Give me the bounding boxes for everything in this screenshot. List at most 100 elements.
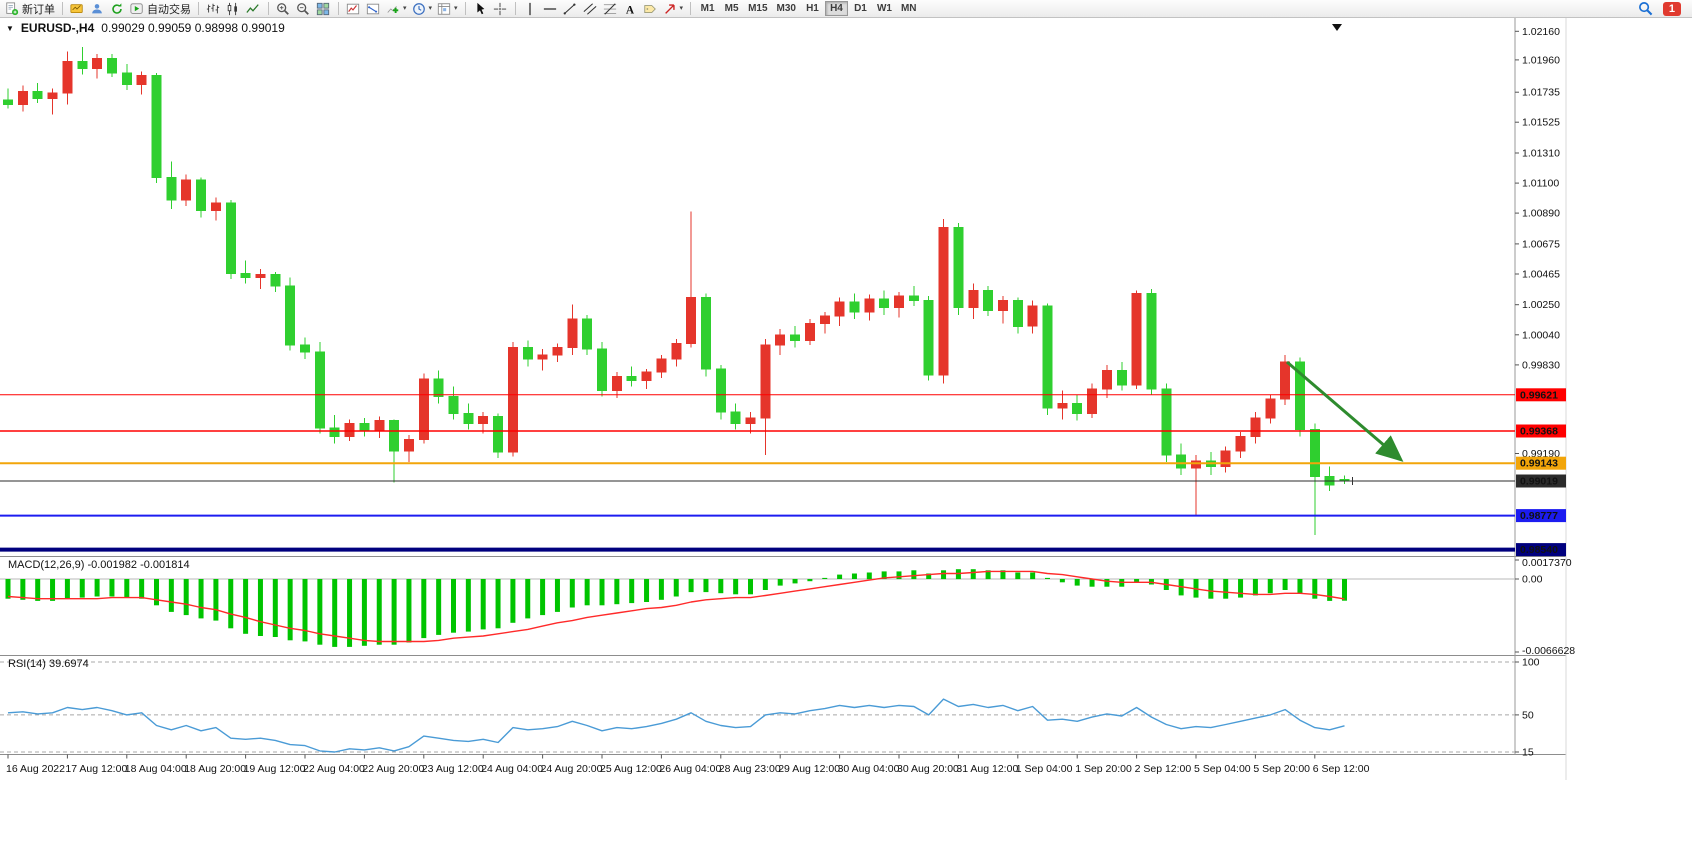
svg-text:24 Aug 04:00: 24 Aug 04:00 (481, 763, 543, 775)
objects-list-icon (366, 3, 380, 14)
svg-text:0.99621: 0.99621 (1520, 389, 1558, 401)
templates-icon (437, 2, 451, 15)
new-chart-button[interactable] (68, 1, 87, 17)
timeframe-m5-button[interactable]: M5 (720, 1, 743, 16)
svg-text:25 Aug 12:00: 25 Aug 12:00 (600, 763, 662, 775)
tile-windows-icon (316, 2, 330, 15)
chart-header: ▼ EURUSD-,H4 0.99029 0.99059 0.98998 0.9… (6, 21, 285, 35)
cursor-tool-button[interactable] (471, 1, 490, 17)
timeframe-m1-button[interactable]: M1 (696, 1, 719, 16)
svg-text:22 Aug 20:00: 22 Aug 20:00 (362, 763, 424, 775)
last-price-marker (1348, 477, 1357, 485)
arrows-icon (664, 3, 675, 14)
tile-windows-button[interactable] (314, 1, 333, 17)
svg-text:26 Aug 04:00: 26 Aug 04:00 (659, 763, 721, 775)
refresh-icon (112, 2, 122, 14)
rsi-indicator-label: RSI(14) 39.6974 (8, 658, 89, 670)
svg-text:24 Aug 20:00: 24 Aug 20:00 (541, 763, 603, 775)
arrows-tool-button[interactable]: ▾ (661, 1, 686, 17)
trendline-icon (563, 2, 576, 15)
indicators-icon (346, 3, 360, 14)
svg-text:1.01310: 1.01310 (1522, 148, 1560, 160)
trendline-tool-button[interactable] (561, 1, 580, 17)
svg-text:31 Aug 12:00: 31 Aug 12:00 (956, 763, 1018, 775)
dropdown-caret-icon: ▾ (428, 5, 433, 12)
templates-button[interactable]: ▾ (435, 1, 460, 17)
svg-text:18 Aug 20:00: 18 Aug 20:00 (184, 763, 246, 775)
chart-canvas[interactable]: 1.02160 1.01960 1.01735 1.01525 1.01310 1.011… (0, 18, 1692, 845)
zoom-in-button[interactable] (274, 1, 293, 17)
svg-text:22 Aug 04:00: 22 Aug 04:00 (303, 763, 365, 775)
bar-chart-button[interactable] (204, 1, 223, 17)
candlestick-series (3, 47, 1350, 536)
svg-text:2 Sep 12:00: 2 Sep 12:00 (1135, 763, 1192, 775)
zoom-in-icon (277, 2, 289, 15)
price-badge-0.99621: 0.99621 (1516, 388, 1566, 402)
objects-list-button[interactable] (364, 1, 383, 17)
svg-text:0.98540: 0.98540 (1520, 544, 1558, 556)
svg-text:0.99368: 0.99368 (1520, 426, 1558, 438)
search-button[interactable] (1636, 1, 1655, 17)
bar-chart-icon (206, 3, 220, 13)
toolbar-separator (514, 2, 516, 15)
text-tool-button[interactable]: A (621, 1, 640, 17)
crosshair-tool-button[interactable] (491, 1, 510, 17)
label-tool-button[interactable] (641, 1, 660, 17)
add-indicator-icon (387, 5, 399, 13)
vertical-line-tool-button[interactable] (521, 1, 540, 17)
fibonacci-tool-button[interactable] (601, 1, 620, 17)
svg-text:1.00890: 1.00890 (1522, 208, 1560, 220)
svg-text:28 Aug 23:00: 28 Aug 23:00 (719, 763, 781, 775)
svg-text:0.99019: 0.99019 (1520, 476, 1558, 488)
toolbar-separator (198, 2, 199, 15)
svg-text:1 Sep 20:00: 1 Sep 20:00 (1075, 763, 1132, 775)
price-axis: 1.02160 1.01960 1.01735 1.01525 1.01310 1.011… (1515, 26, 1566, 557)
timeframe-h4-button[interactable]: H4 (824, 1, 848, 16)
channel-tool-button[interactable] (581, 1, 600, 17)
svg-text:1.00040: 1.00040 (1522, 329, 1560, 341)
timeframe-m15-button[interactable]: M15 (744, 1, 771, 16)
timeframe-m30-button[interactable]: M30 (773, 1, 800, 16)
time-marker-triangle (1332, 24, 1342, 31)
zoom-out-button[interactable] (294, 1, 313, 17)
label-icon (643, 4, 656, 13)
new-order-button[interactable]: 新订单 (3, 1, 57, 17)
svg-text:5 Sep 04:00: 5 Sep 04:00 (1194, 763, 1251, 775)
symbol-label: EURUSD-,H4 (20, 21, 95, 35)
refresh-button[interactable] (108, 1, 127, 17)
svg-text:100: 100 (1522, 657, 1540, 669)
svg-text:1.01100: 1.01100 (1522, 178, 1559, 190)
autotrading-button[interactable]: 自动交易 (128, 1, 193, 17)
svg-text:0.99830: 0.99830 (1522, 359, 1560, 371)
periods-button[interactable]: ▾ (410, 1, 435, 17)
svg-text:18 Aug 04:00: 18 Aug 04:00 (125, 763, 187, 775)
timeframe-mn-button[interactable]: MN (897, 1, 921, 16)
timeframe-d1-button[interactable]: D1 (849, 1, 872, 16)
text-icon: A (625, 4, 634, 16)
svg-text:0.99143: 0.99143 (1520, 458, 1558, 470)
line-chart-button[interactable] (244, 1, 263, 17)
toolbar-separator (464, 2, 466, 15)
svg-text:1.00465: 1.00465 (1522, 269, 1560, 281)
collapse-icon[interactable]: ▼ (6, 24, 14, 33)
svg-text:1.01735: 1.01735 (1522, 87, 1560, 99)
svg-text:-0.0066628: -0.0066628 (1522, 645, 1575, 657)
chart-window: 1.02160 1.01960 1.01735 1.01525 1.01310 1.011… (0, 18, 1692, 845)
svg-text:0.98777: 0.98777 (1520, 510, 1558, 522)
timeframe-w1-button[interactable]: W1 (873, 1, 896, 16)
svg-text:A: A (625, 4, 634, 16)
accounts-button[interactable] (88, 1, 107, 17)
horizontal-line-tool-button[interactable] (541, 1, 560, 17)
notification-badge[interactable]: 1 (1662, 1, 1681, 16)
price-badge-0.99019: 0.99019 (1516, 474, 1566, 488)
indicators-button[interactable] (344, 1, 363, 17)
price-badge-0.99143: 0.99143 (1516, 456, 1566, 470)
timeframe-h1-button[interactable]: H1 (801, 1, 824, 16)
trend-arrow[interactable] (1286, 360, 1404, 462)
candlestick-chart-button[interactable] (224, 1, 243, 17)
svg-text:1.01525: 1.01525 (1522, 117, 1560, 129)
crosshair-icon (493, 2, 506, 15)
add-indicator-button[interactable]: ▾ (384, 1, 409, 17)
zoom-out-icon (297, 2, 309, 15)
